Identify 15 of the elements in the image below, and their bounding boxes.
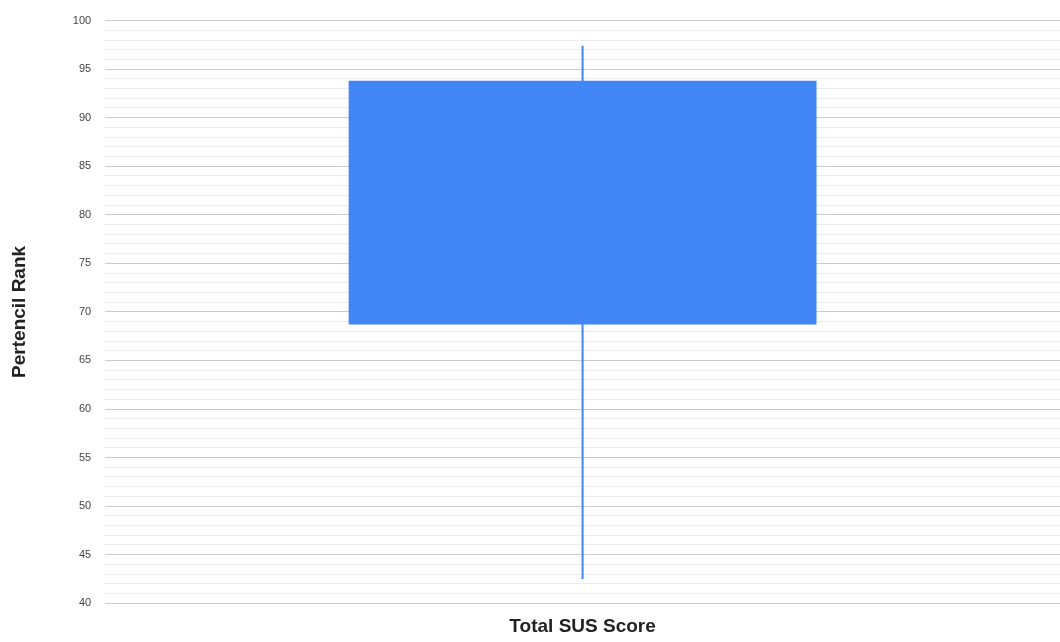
- y-tick-label: 95: [78, 62, 92, 75]
- y-tick-label: 70: [78, 304, 92, 317]
- y-tick-label: 100: [72, 13, 92, 26]
- x-axis-title: Total SUS Score: [509, 614, 656, 636]
- y-tick-label: 90: [78, 110, 92, 123]
- y-tick-label: 75: [78, 256, 92, 269]
- y-axis-title: Pertencil Rank: [7, 245, 29, 378]
- y-tick-label: 50: [78, 499, 92, 512]
- y-tick-label: 40: [78, 596, 92, 609]
- y-tick-label: 65: [78, 353, 92, 366]
- y-tick-label: 55: [78, 450, 92, 463]
- y-tick-label: 80: [78, 207, 92, 220]
- y-tick-label: 85: [78, 159, 92, 172]
- y-tick-label: 60: [78, 402, 92, 415]
- y-tick-label: 45: [78, 547, 92, 560]
